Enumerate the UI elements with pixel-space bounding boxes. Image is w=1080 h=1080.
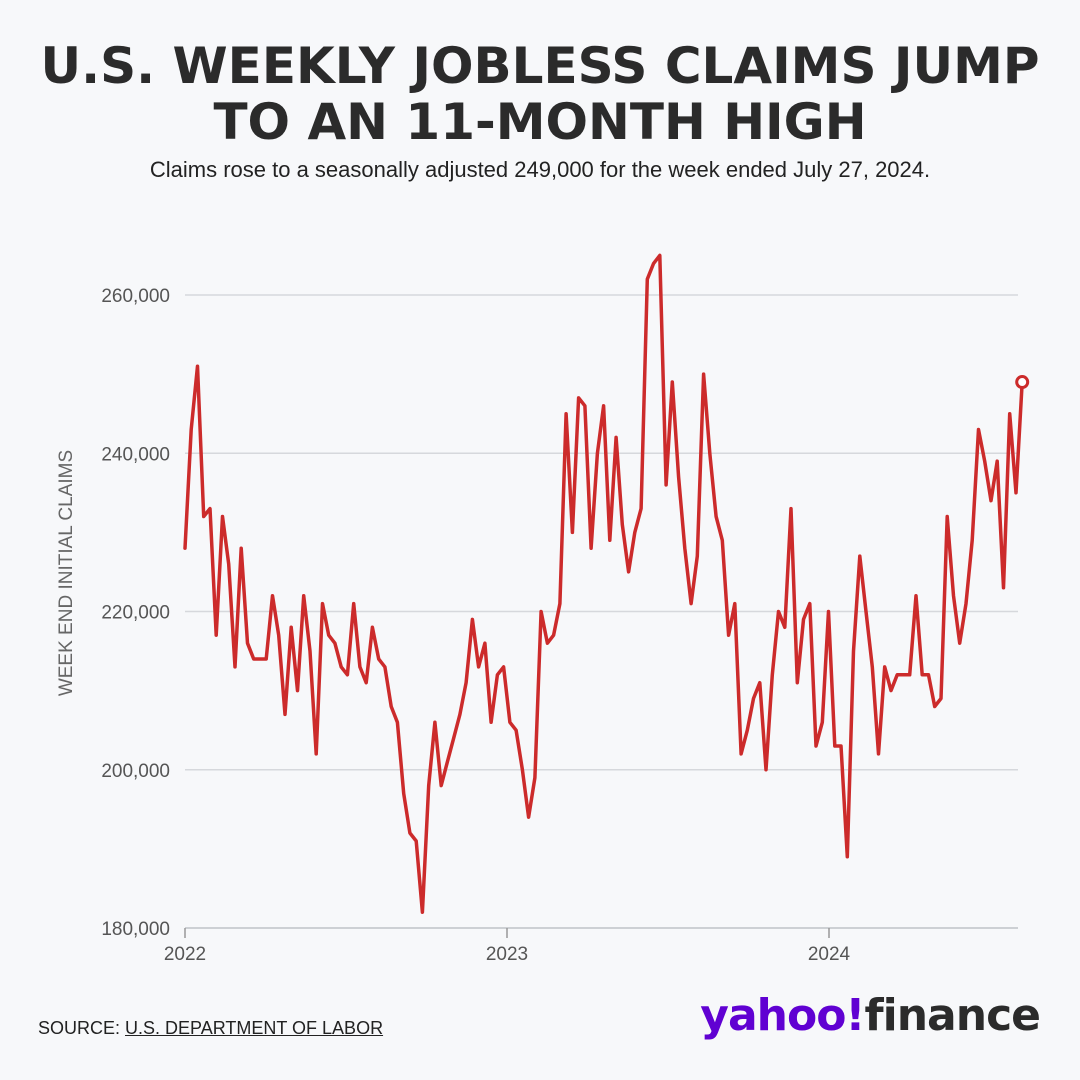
series-line — [183, 253, 1024, 914]
y-tick-label-180000: 180,000 — [101, 919, 170, 940]
y-tick-label-260000: 260,000 — [101, 286, 170, 307]
logo-yahoo-text: yahoo! — [700, 990, 865, 1041]
y-axis-label: WEEK END INITIAL CLAIMS — [56, 450, 77, 696]
chart-title-line-2: TO AN 11-MONTH HIGH — [213, 93, 867, 151]
x-tick-label-2022: 2022 — [164, 944, 206, 965]
x-axis: 2022 2023 2024 — [164, 928, 851, 965]
chart-title: U.S. WEEKLY JOBLESS CLAIMS JUMP TO AN 11… — [0, 38, 1080, 150]
gridlines — [185, 294, 1018, 929]
x-tick-label-2024: 2024 — [808, 944, 851, 965]
y-axis-tick-labels: 180,000 200,000 220,000 240,000 260,000 — [101, 286, 170, 940]
series-group — [183, 253, 1030, 914]
yahoo-finance-logo: yahoo!finance — [700, 990, 1041, 1041]
source-link[interactable]: U.S. DEPARTMENT OF LABOR — [125, 1018, 384, 1038]
y-tick-label-240000: 240,000 — [101, 444, 170, 465]
x-tick-label-2023: 2023 — [486, 944, 528, 965]
source-prefix: SOURCE: — [38, 1018, 126, 1038]
y-tick-label-200000: 200,000 — [101, 761, 170, 782]
logo-finance-text: finance — [864, 990, 1041, 1041]
chart-title-line-1: U.S. WEEKLY JOBLESS CLAIMS JUMP — [40, 37, 1040, 95]
latest-point-marker — [1015, 375, 1030, 390]
y-tick-label-220000: 220,000 — [101, 603, 170, 624]
source-note: SOURCE: U.S. DEPARTMENT OF LABOR — [38, 1018, 383, 1039]
chart-subtitle: Claims rose to a seasonally adjusted 249… — [149, 157, 931, 182]
